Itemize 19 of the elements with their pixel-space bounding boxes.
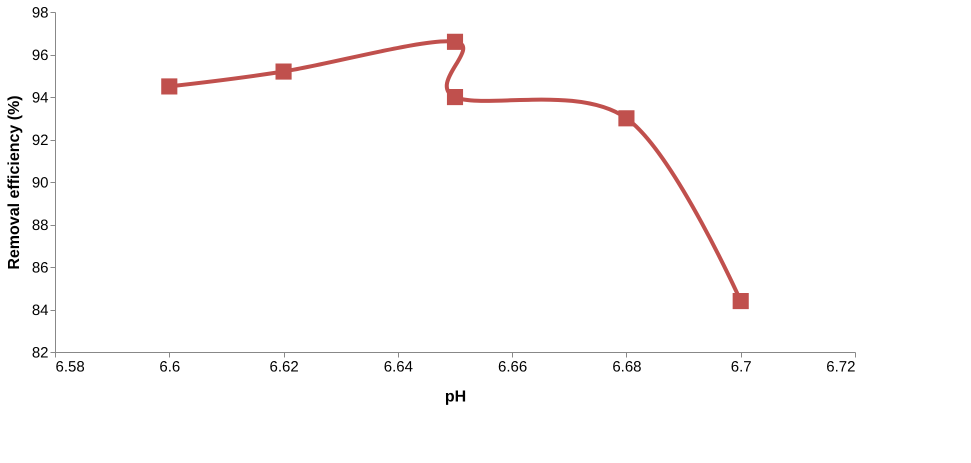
y-tick-label: 94 <box>32 90 48 106</box>
x-tick-label: 6.66 <box>498 358 528 376</box>
y-tick-label: 98 <box>32 4 48 22</box>
y-tick-label: 84 <box>32 302 48 319</box>
y-tick-label: 82 <box>32 344 48 362</box>
x-tick-label: 6.58 <box>56 358 85 376</box>
x-axis-title: pH <box>444 388 466 406</box>
y-tick-label: 86 <box>32 260 48 276</box>
x-tick-label: 6.64 <box>384 358 413 376</box>
x-tick-label: 6.72 <box>826 358 856 376</box>
x-tick-label: 6.62 <box>269 358 299 376</box>
y-tick-label: 96 <box>32 47 48 64</box>
y-tick-label: 90 <box>32 174 48 192</box>
x-tick-label: 6.68 <box>612 358 642 376</box>
y-tick-label: 92 <box>32 132 48 149</box>
y-axis-title: Removal efficiency (%) <box>6 95 23 270</box>
y-tick-label: 88 <box>32 217 48 234</box>
x-tick-label: 6.6 <box>159 358 180 376</box>
x-tick-label: 6.7 <box>730 358 752 376</box>
